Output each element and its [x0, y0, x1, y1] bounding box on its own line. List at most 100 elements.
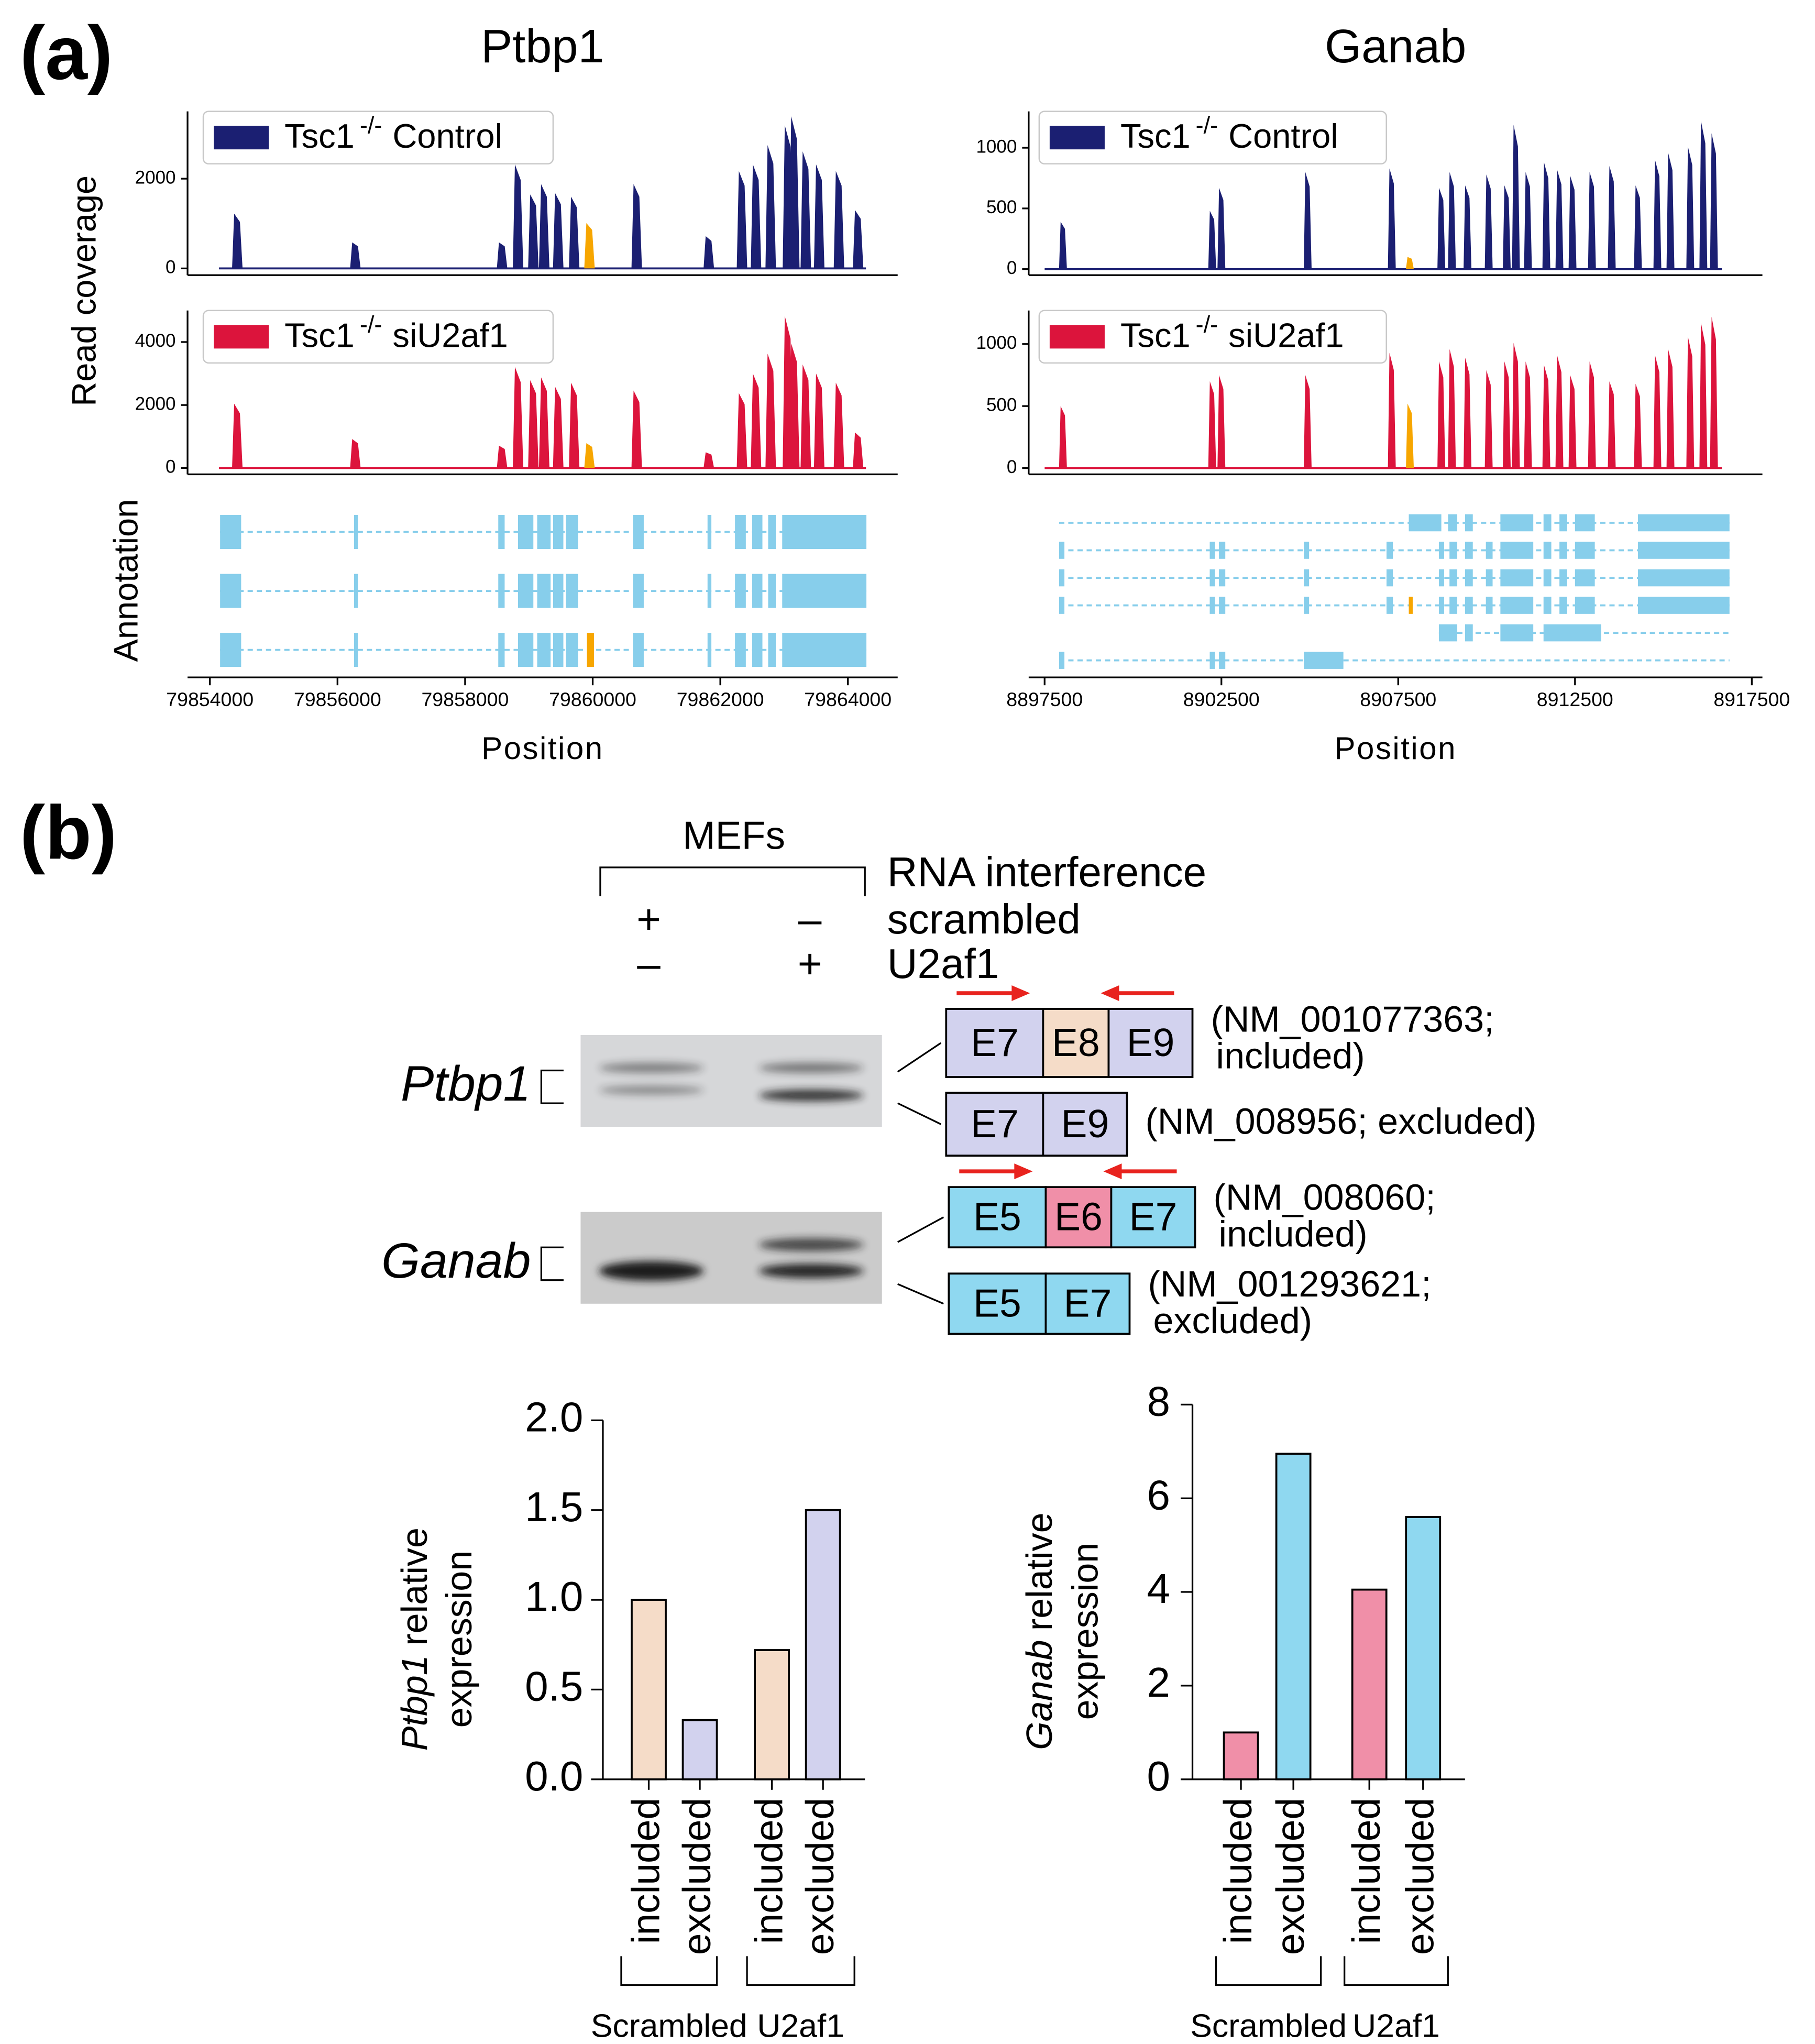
exon-box [948, 1186, 1047, 1249]
legend-label-part: -/- [360, 311, 382, 338]
bar [681, 1719, 718, 1781]
y-tick-label: 6 [1147, 1471, 1170, 1518]
y-axis-label-part: Ganab [1018, 1640, 1059, 1750]
exon [1304, 569, 1310, 587]
coverage-peak [584, 223, 595, 269]
coverage-peak [528, 380, 539, 468]
exon [566, 633, 578, 667]
y-axis-label-part: Ptbp1 [393, 1655, 434, 1751]
exon-label: E9 [1061, 1102, 1109, 1146]
exon [633, 515, 644, 550]
treatment-name: scrambled [887, 896, 1081, 942]
gel-bracket [540, 1246, 564, 1281]
legend-label: Tsc1 -/- Control [284, 112, 502, 156]
coverage-peak [569, 196, 580, 269]
coverage-peak [1512, 343, 1520, 468]
x-tick-label: 79858000 [421, 688, 509, 710]
y-tick-label: 0.5 [525, 1663, 583, 1710]
exon [707, 574, 712, 608]
coverage-peak [1448, 349, 1456, 468]
exon [1438, 542, 1445, 559]
legend-label-part: Tsc1 [284, 117, 355, 155]
y-axis-label: Read coverage [65, 175, 103, 406]
coverage-peak [1686, 146, 1695, 269]
exon [782, 574, 867, 608]
exon [1637, 542, 1730, 559]
exon [735, 633, 746, 667]
exon [735, 574, 746, 608]
legend-label-part: Control [392, 117, 502, 155]
coverage-peak [1524, 361, 1532, 468]
coverage-peak [569, 382, 580, 468]
exon-label: E5 [973, 1281, 1021, 1325]
x-tick-label: 8907500 [1360, 688, 1436, 710]
exon [1465, 624, 1473, 642]
legend-label-part: siU2af1 [1228, 316, 1344, 355]
coverage-peak [1666, 349, 1675, 468]
panel-label: (b) [20, 790, 117, 875]
exon [1219, 542, 1226, 559]
exon [354, 633, 358, 667]
y-tick-label: 500 [986, 394, 1017, 415]
coverage-peak [553, 193, 564, 269]
legend-label: Tsc1 -/- siU2af1 [1120, 311, 1344, 355]
coverage-peak [751, 373, 762, 468]
legend: Tsc1 -/- Control [1038, 111, 1387, 164]
coverage-peak [1208, 381, 1216, 468]
coverage-peak [765, 145, 776, 269]
treatment-sign: + [636, 896, 661, 942]
exon-label: E7 [1064, 1281, 1112, 1325]
exon [1448, 514, 1458, 532]
exon [1500, 542, 1534, 559]
treatment-sign: + [798, 940, 822, 987]
coverage-peak [703, 236, 714, 269]
coverage-peak [1608, 166, 1616, 269]
exon [1059, 652, 1065, 669]
exon [587, 633, 594, 667]
y-tick-label: 4000 [135, 331, 176, 351]
coverage-peak [1208, 211, 1216, 269]
coverage-peak [833, 382, 844, 468]
exon [1209, 542, 1215, 559]
exon [1500, 514, 1534, 532]
coverage-peak [1464, 185, 1472, 269]
coverage-peak [1484, 370, 1493, 468]
y-axis-label-part: expression [1064, 1543, 1105, 1720]
exon [768, 633, 776, 667]
exon [1219, 652, 1226, 669]
coverage-peak [528, 194, 539, 269]
coverage-peak [1388, 168, 1396, 269]
group-bracket [1215, 1956, 1322, 1986]
coverage-peak [1448, 172, 1456, 269]
y-axis-label-part: relative [393, 1527, 434, 1646]
x-tick-label: included [1344, 1798, 1388, 1944]
exon [518, 633, 534, 667]
y-axis-label: Ptbp1 relative [393, 1527, 434, 1751]
exon [1387, 542, 1393, 559]
x-tick-label: 8902500 [1183, 688, 1260, 710]
coverage-peak [853, 210, 864, 269]
gel-image [580, 1212, 882, 1304]
legend-label-part: -/- [1196, 311, 1218, 338]
coverage-peak [1503, 361, 1511, 468]
isoform-label: (NM_001077363; [1211, 999, 1494, 1040]
exon [1637, 597, 1730, 614]
exon [1438, 624, 1458, 642]
gel-band [599, 1062, 704, 1073]
exon-box [1042, 1008, 1110, 1078]
annotation-label: Annotation [107, 499, 145, 662]
legend-label: Tsc1 -/- Control [1120, 112, 1338, 156]
coverage-peak [1588, 172, 1596, 269]
coverage-peak [1653, 355, 1662, 468]
legend-label-part: Tsc1 [1120, 316, 1191, 355]
exon-label: E7 [971, 1020, 1019, 1064]
exon [1500, 624, 1534, 642]
gel-band [599, 1085, 704, 1095]
exon [518, 515, 534, 550]
y-tick-label: 0 [166, 257, 175, 278]
exon [553, 515, 564, 550]
legend-swatch [214, 126, 269, 150]
treatment-name: U2af1 [887, 940, 999, 987]
exon [553, 633, 564, 667]
